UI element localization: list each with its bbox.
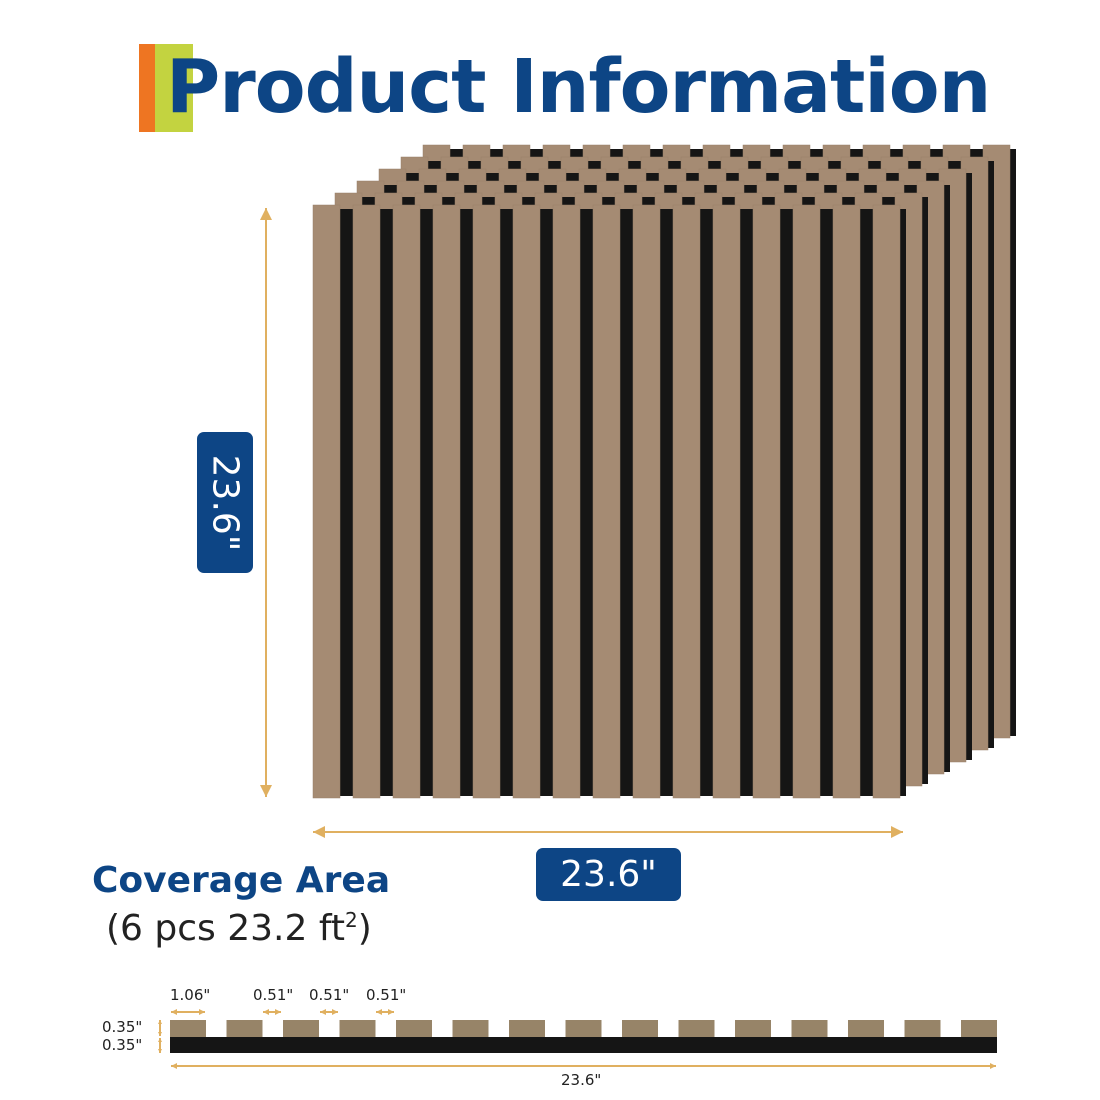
height-dimension-arrow-head-icon: [260, 208, 272, 220]
profile-slat-width-arrow-head-icon: [171, 1009, 177, 1015]
orange-accent-bar: [139, 44, 155, 132]
lime-accent-bar: [155, 44, 193, 132]
width-label: 23.6": [560, 854, 657, 895]
profile-slat-width-arrow-head-icon: [199, 1009, 205, 1015]
panel-slat: [512, 204, 541, 799]
profile-felt-base: [170, 1037, 997, 1053]
panel-slat: [872, 204, 901, 799]
profile-gap-arrow-head-icon: [275, 1009, 281, 1015]
coverage-close: ): [357, 908, 372, 949]
profile-slat: [565, 1020, 602, 1037]
width-dimension-arrow-head-icon: [313, 826, 325, 838]
profile-slat: [848, 1020, 884, 1037]
gap-label-2: 0.51": [309, 986, 350, 1004]
profile-slat: [396, 1020, 432, 1037]
panel-slat: [392, 204, 421, 799]
total-width-label: 23.6": [561, 1071, 602, 1089]
gap-label-3: 0.51": [366, 986, 407, 1004]
gap-label-1: 0.51": [253, 986, 294, 1004]
profile-slat: [622, 1020, 658, 1037]
profile-slat-depth-arrow-head-icon: [158, 1020, 162, 1024]
height-dimension-arrow-head-icon: [260, 785, 272, 797]
profile-slat: [226, 1020, 263, 1037]
height-label: 23.6": [204, 454, 246, 551]
panel-slat: [792, 204, 821, 799]
panel-slat: [752, 204, 781, 799]
panel-slat: [432, 204, 461, 799]
coverage-text: (6 pcs 23.2 ft: [106, 908, 345, 949]
panel-slat: [672, 204, 701, 799]
panel-slat: [592, 204, 621, 799]
profile-slat: [509, 1020, 545, 1037]
profile-total-width-arrow-head-icon: [171, 1063, 177, 1069]
page-title: Product Information: [166, 44, 991, 130]
panel-slat: [712, 204, 741, 799]
panel-slat: [472, 204, 501, 799]
profile-base-depth-arrow-head-icon: [158, 1049, 162, 1053]
width-label-box: 23.6": [536, 848, 681, 901]
profile-slat: [283, 1020, 319, 1037]
height-label-box: 23.6": [197, 432, 253, 573]
profile-slat: [452, 1020, 489, 1037]
profile-total-width-arrow-head-icon: [990, 1063, 996, 1069]
coverage-sup: 2: [345, 908, 358, 932]
coverage-subtitle: (6 pcs 23.2 ft2): [106, 908, 372, 949]
panel-slat: [832, 204, 861, 799]
profile-gap-arrow-head-icon: [320, 1009, 326, 1015]
profile-gap-arrow-head-icon: [332, 1009, 338, 1015]
profile-gap-arrow-head-icon: [388, 1009, 394, 1015]
profile-base-depth-arrow-head-icon: [158, 1038, 162, 1042]
profile-slat: [735, 1020, 771, 1037]
profile-slat: [678, 1020, 715, 1037]
panel-slat: [352, 204, 381, 799]
panel-slat: [632, 204, 661, 799]
panel-slat: [312, 204, 341, 799]
slat-width-label: 1.06": [170, 986, 211, 1004]
profile-slat-depth-arrow-head-icon: [158, 1032, 162, 1036]
base-depth-label: 0.35": [102, 1036, 143, 1054]
width-dimension-arrow-head-icon: [891, 826, 903, 838]
panel-slat: [552, 204, 581, 799]
profile-gap-arrow-head-icon: [376, 1009, 382, 1015]
profile-slat: [791, 1020, 828, 1037]
slat-depth-label: 0.35": [102, 1018, 143, 1036]
profile-slat: [339, 1020, 376, 1037]
profile-slat: [961, 1020, 997, 1037]
profile-slat: [170, 1020, 206, 1037]
profile-slat: [904, 1020, 941, 1037]
coverage-title: Coverage Area: [92, 860, 391, 901]
profile-gap-arrow-head-icon: [263, 1009, 269, 1015]
